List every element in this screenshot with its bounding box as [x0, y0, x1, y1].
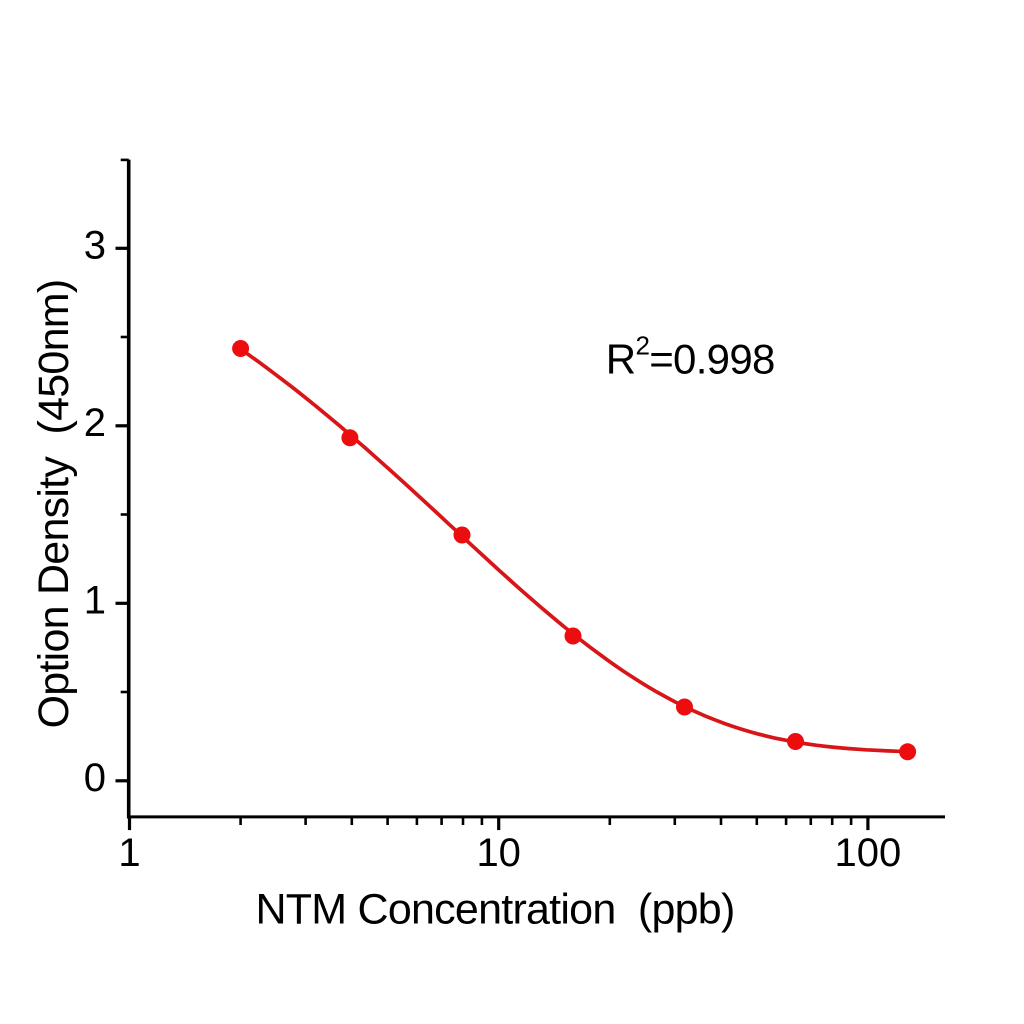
svg-text:10: 10: [476, 831, 521, 875]
svg-text:1: 1: [84, 578, 106, 622]
svg-text:1: 1: [118, 831, 140, 875]
svg-text:100: 100: [835, 831, 902, 875]
svg-text:Option Density (450nm): Option Density (450nm): [30, 280, 78, 729]
svg-text:R2=0.998: R2=0.998: [606, 330, 775, 382]
svg-text:NTM Concentration (ppb): NTM Concentration (ppb): [255, 885, 734, 933]
svg-text:0: 0: [84, 756, 106, 800]
svg-text:2: 2: [84, 401, 106, 445]
svg-text:3: 3: [84, 223, 106, 267]
